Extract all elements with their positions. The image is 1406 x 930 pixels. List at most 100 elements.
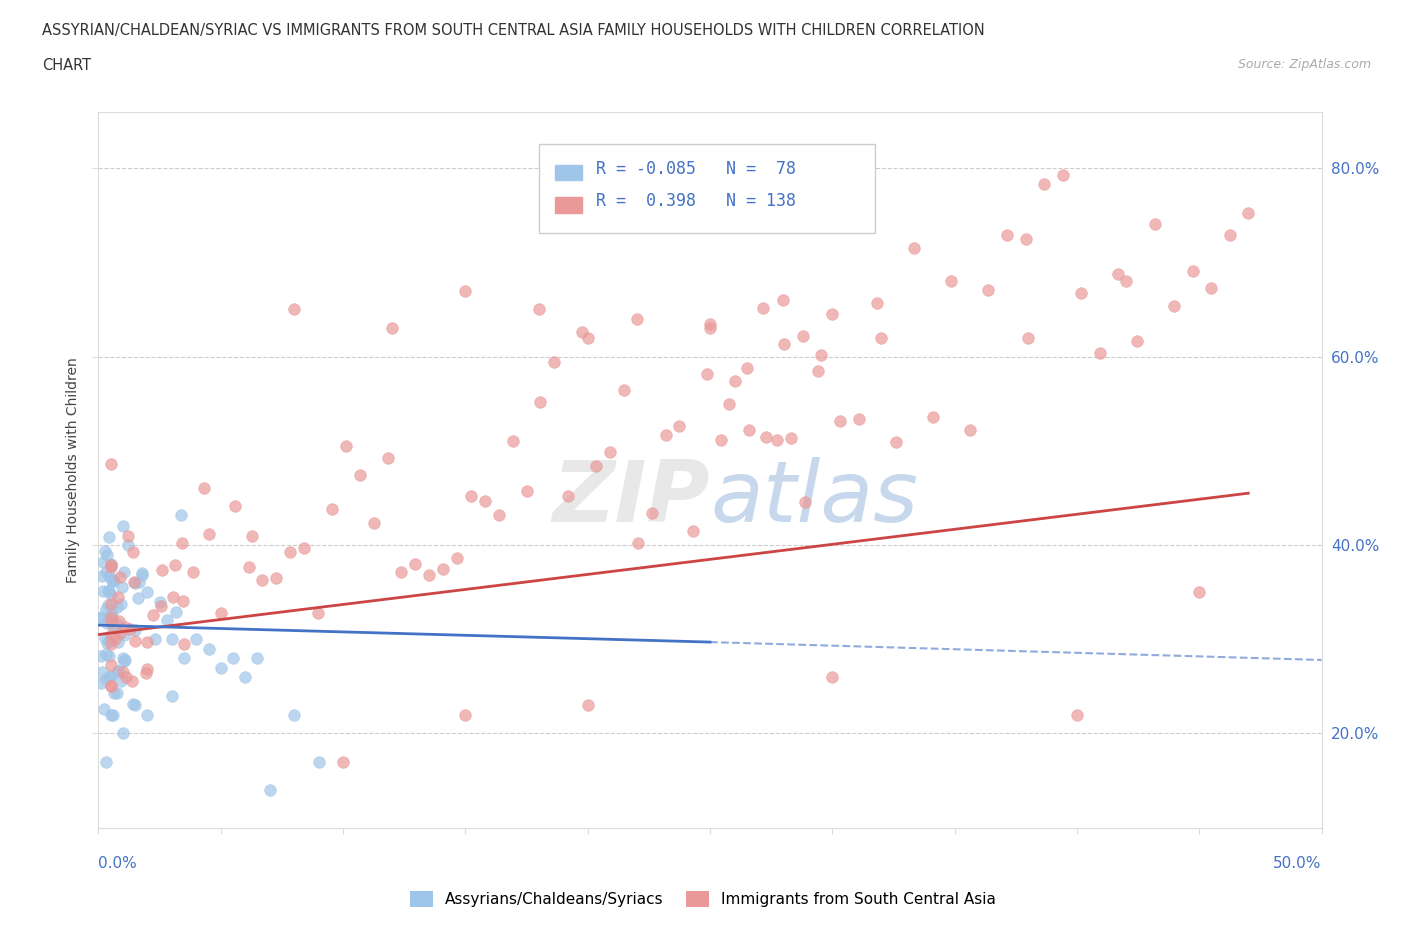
Point <box>100 658 122 672</box>
Point <box>198 526 221 541</box>
Point <box>121 674 143 689</box>
Point <box>752 300 775 315</box>
Point <box>765 432 787 447</box>
Point <box>91 568 114 583</box>
Point <box>98 669 121 684</box>
Point <box>90 609 112 624</box>
Point <box>97 583 120 598</box>
Point <box>97 633 120 648</box>
Point <box>599 445 621 459</box>
Point <box>100 560 122 575</box>
Point <box>162 590 184 604</box>
Point <box>103 572 125 587</box>
Point <box>246 651 269 666</box>
Point <box>543 354 565 369</box>
Point <box>100 611 122 626</box>
Point <box>529 395 551 410</box>
Point <box>105 685 128 700</box>
Point <box>100 615 122 630</box>
Point <box>773 336 796 351</box>
Point <box>96 616 118 631</box>
Point <box>654 427 676 442</box>
Point <box>848 411 870 426</box>
Point <box>772 293 794 308</box>
Point <box>308 754 330 769</box>
Point <box>128 575 150 590</box>
Point <box>101 618 124 633</box>
Text: ZIP: ZIP <box>553 457 710 539</box>
Point <box>100 627 122 642</box>
Point <box>101 574 124 589</box>
Point <box>117 528 139 543</box>
Point <box>100 597 122 612</box>
Point <box>111 519 134 534</box>
Point <box>170 508 193 523</box>
Point <box>122 575 145 590</box>
Point <box>100 707 122 722</box>
Point <box>98 649 121 664</box>
Point <box>454 707 477 722</box>
Point <box>884 435 907 450</box>
Point <box>870 330 893 345</box>
Point <box>349 468 371 483</box>
Point <box>105 600 128 615</box>
Point <box>142 607 165 622</box>
Point <box>821 670 844 684</box>
Point <box>222 651 245 666</box>
Point <box>1070 286 1092 300</box>
Point <box>1052 168 1074 183</box>
Point <box>699 321 721 336</box>
Point <box>474 494 496 509</box>
Point <box>156 613 179 628</box>
Point <box>1219 228 1241 243</box>
Point <box>404 556 426 571</box>
Point <box>810 348 832 363</box>
Point <box>124 623 146 638</box>
Point <box>1017 330 1039 345</box>
Point <box>105 617 128 631</box>
Point <box>118 621 141 636</box>
Point <box>717 397 740 412</box>
Point <box>112 628 135 643</box>
Y-axis label: Family Households with Children: Family Households with Children <box>66 357 80 582</box>
Point <box>150 563 173 578</box>
Point <box>259 782 281 797</box>
Point <box>292 540 315 555</box>
Point <box>143 631 166 646</box>
Point <box>363 516 385 531</box>
Point <box>224 498 246 513</box>
Point <box>124 576 146 591</box>
Point <box>107 635 129 650</box>
Point <box>1188 585 1211 600</box>
Point <box>124 633 146 648</box>
Point <box>682 524 704 538</box>
Point <box>94 543 117 558</box>
Point <box>233 670 256 684</box>
Point <box>114 653 136 668</box>
Point <box>110 596 132 611</box>
Point <box>93 583 115 598</box>
Point <box>186 631 208 646</box>
Point <box>107 664 129 679</box>
Point <box>391 565 413 579</box>
Point <box>135 662 157 677</box>
Point <box>240 529 263 544</box>
Point <box>111 580 134 595</box>
Text: Source: ZipAtlas.com: Source: ZipAtlas.com <box>1237 58 1371 71</box>
Point <box>108 570 131 585</box>
Point <box>100 558 122 573</box>
Point <box>903 241 925 256</box>
Point <box>1066 707 1088 722</box>
Point <box>866 296 889 311</box>
Point <box>90 675 112 690</box>
Point <box>941 273 963 288</box>
Point <box>181 565 204 580</box>
Point <box>627 535 650 550</box>
Point <box>209 605 232 620</box>
Point <box>1107 267 1129 282</box>
Point <box>557 488 579 503</box>
Text: R = -0.085   N =  78: R = -0.085 N = 78 <box>596 160 796 178</box>
Point <box>173 651 195 666</box>
Text: ASSYRIAN/CHALDEAN/SYRIAC VS IMMIGRANTS FROM SOUTH CENTRAL ASIA FAMILY HOUSEHOLDS: ASSYRIAN/CHALDEAN/SYRIAC VS IMMIGRANTS F… <box>42 23 986 38</box>
Point <box>131 567 153 582</box>
